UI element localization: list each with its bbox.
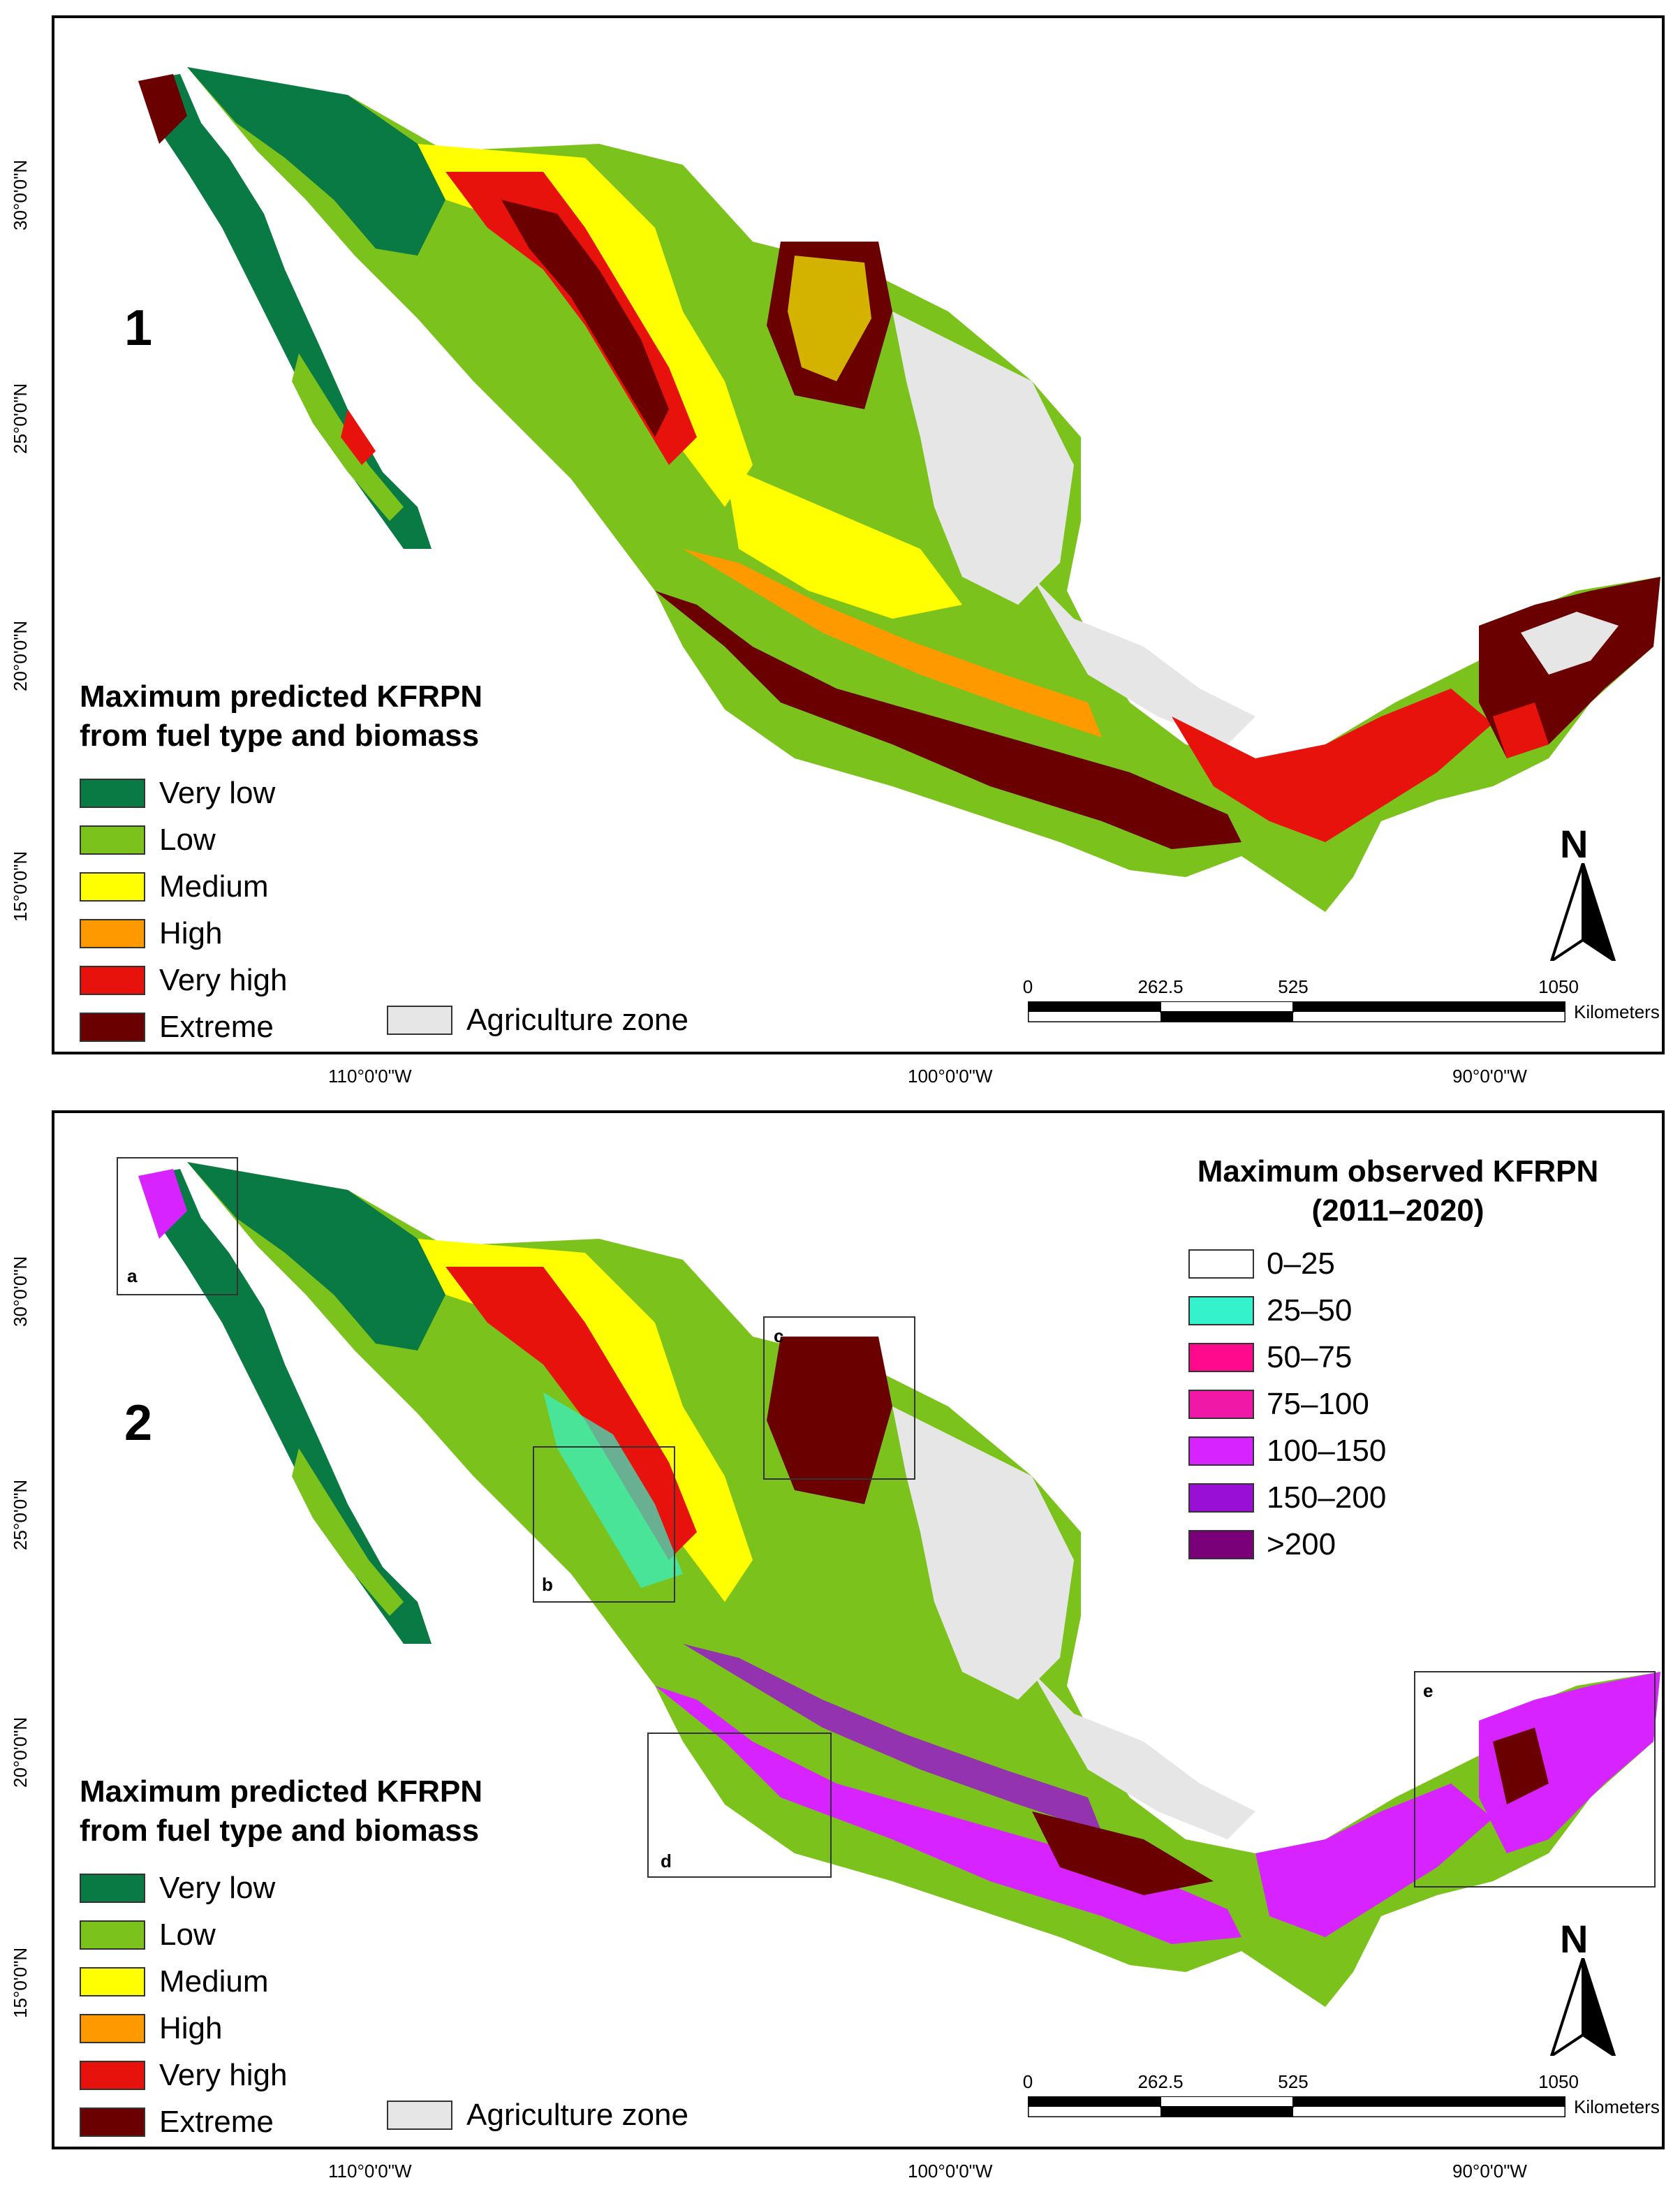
latitude-label: 30°0'0"N — [10, 1256, 31, 1327]
legend-swatch — [80, 2060, 145, 2090]
scale-tick: 525 — [1278, 976, 1309, 997]
scale-tick: 262.5 — [1137, 976, 1184, 997]
legend-swatch — [80, 918, 145, 948]
legend-swatch — [1188, 1436, 1254, 1466]
legend-swatch — [80, 965, 145, 995]
scale-unit: Kilometers — [1574, 2096, 1660, 2117]
map-panel-1: 1 Maximum predicted KFRPN from fuel type… — [52, 15, 1665, 1054]
legend-item-medium: Medium — [80, 1958, 287, 2005]
predicted-legend: Very low Low Medium High Very high Extre… — [80, 770, 287, 1050]
legend-swatch — [80, 825, 145, 855]
legend-item-very-high: Very high — [80, 957, 287, 1003]
observed-item: 25–50 — [1126, 1287, 1662, 1334]
observed-item: 100–150 — [1126, 1427, 1662, 1474]
scale-unit: Kilometers — [1574, 1001, 1660, 1022]
legend-item-low: Low — [80, 1911, 287, 1958]
north-arrow: N — [1545, 1916, 1621, 2056]
scale-bar-graphic — [1028, 1001, 1565, 1022]
scale-tick: 1050 — [1538, 2071, 1579, 2092]
latitude-label: 30°0'0"N — [10, 159, 31, 230]
legend-swatch — [1188, 1483, 1254, 1513]
latitude-label: 20°0'0"N — [10, 1716, 31, 1788]
longitude-label: 100°0'0"W — [908, 2161, 993, 2182]
legend-swatch — [1188, 1295, 1254, 1325]
observed-item: 75–100 — [1126, 1381, 1662, 1427]
latitude-label: 25°0'0"N — [10, 1479, 31, 1550]
legend-swatch — [387, 2101, 452, 2130]
scale-tick: 525 — [1278, 2071, 1309, 2092]
legend-item-medium: Medium — [80, 863, 287, 910]
inset-label-b: b — [542, 1574, 553, 1595]
longitude-label: 90°0'0"W — [1452, 2161, 1527, 2182]
mexico-map-observed — [117, 1157, 1660, 2007]
legend-item-very-low: Very low — [80, 770, 287, 816]
mexico-map-predicted — [138, 67, 1660, 912]
legend-swatch — [80, 778, 145, 808]
observed-item: 150–200 — [1126, 1474, 1662, 1521]
observed-item: 50–75 — [1126, 1334, 1662, 1381]
legend-title: Maximum predicted KFRPN from fuel type a… — [80, 1774, 482, 1848]
legend-item-high: High — [80, 910, 287, 957]
legend-swatch — [1188, 1529, 1254, 1559]
legend-swatch — [1188, 1389, 1254, 1419]
observed-legend: Maximum observed KFRPN (2011–2020) 0–25 … — [1126, 1152, 1662, 1568]
scale-tick: 0 — [1022, 976, 1033, 997]
inset-label-c: c — [774, 1325, 784, 1346]
latitude-label: 15°0'0"N — [10, 1947, 31, 2018]
inset-label-a: a — [127, 1265, 138, 1286]
legend-item-agriculture: Agriculture zone — [387, 1005, 688, 1036]
legend-swatch — [80, 871, 145, 902]
panel-number: 2 — [124, 1395, 153, 1451]
legend-swatch — [80, 1873, 145, 1903]
panel-number: 1 — [124, 300, 153, 356]
north-arrow-icon — [1549, 863, 1616, 961]
legend-item-very-high: Very high — [80, 2052, 287, 2098]
predicted-legend: Very low Low Medium High Very high Extre… — [80, 1864, 287, 2145]
legend-item-high: High — [80, 2005, 287, 2052]
legend-swatch — [80, 2013, 145, 2043]
observed-item: >200 — [1126, 1521, 1662, 1568]
legend-item-extreme: Extreme — [80, 2098, 287, 2145]
legend-item-agriculture: Agriculture zone — [387, 2100, 688, 2131]
legend-swatch — [80, 1920, 145, 1950]
latitude-label: 25°0'0"N — [10, 383, 31, 454]
north-arrow: N — [1545, 821, 1621, 961]
scale-bar: 0 262.5 525 1050 Kilometers — [972, 976, 1660, 1032]
longitude-label: 110°0'0"W — [328, 1066, 412, 1087]
scale-tick: 0 — [1022, 2071, 1033, 2092]
scale-tick: 1050 — [1538, 976, 1579, 997]
legend-item-low: Low — [80, 816, 287, 863]
latitude-label: 15°0'0"N — [10, 851, 31, 922]
observed-item: 0–25 — [1126, 1240, 1662, 1287]
longitude-label: 100°0'0"W — [908, 1066, 993, 1087]
observed-legend-title: Maximum observed KFRPN (2011–2020) — [1197, 1154, 1599, 1228]
legend-item-extreme: Extreme — [80, 1003, 287, 1050]
inset-label-e: e — [1423, 1680, 1434, 1701]
legend-swatch — [80, 1012, 145, 1042]
inset-label-d: d — [661, 1851, 672, 1871]
latitude-label: 20°0'0"N — [10, 620, 31, 691]
scale-tick: 262.5 — [1137, 2071, 1184, 2092]
legend-swatch — [387, 1006, 452, 1035]
legend-title: Maximum predicted KFRPN from fuel type a… — [80, 679, 482, 753]
longitude-label: 110°0'0"W — [328, 2161, 412, 2182]
longitude-label: 90°0'0"W — [1452, 1066, 1527, 1087]
map-panel-2: a b c d e Maximum observed KFRPN (2011–2… — [52, 1110, 1665, 2149]
legend-item-very-low: Very low — [80, 1864, 287, 1911]
scale-bar-graphic — [1028, 2096, 1565, 2117]
scale-bar: 0 262.5 525 1050 Kilometers — [972, 2071, 1660, 2127]
legend-swatch — [1188, 1342, 1254, 1372]
north-arrow-icon — [1549, 1958, 1616, 2056]
legend-swatch — [80, 1966, 145, 1996]
legend-swatch — [1188, 1249, 1254, 1279]
legend-swatch — [80, 2107, 145, 2137]
